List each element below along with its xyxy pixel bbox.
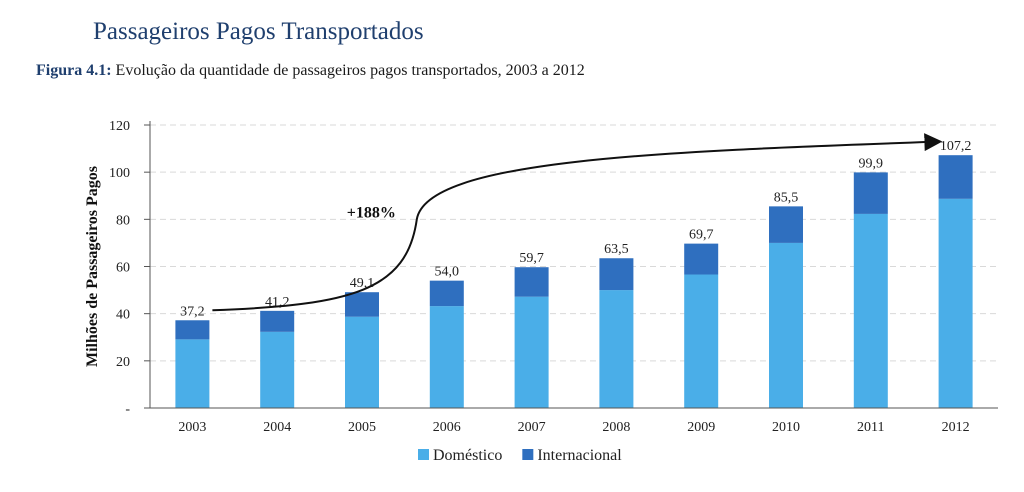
page-title: Passageiros Pagos Transportados [93, 18, 424, 45]
bar-internacional [345, 292, 379, 317]
legend: Doméstico Internacional [418, 447, 622, 464]
bar-domestico [938, 198, 973, 408]
bar-domestico [684, 274, 719, 408]
y-tick-label: 80 [116, 213, 130, 228]
bar-domestico [769, 242, 803, 408]
bar-domestico [599, 290, 634, 408]
y-tick-label: 120 [109, 119, 130, 134]
bars [175, 155, 973, 408]
growth-annotation: +188% [347, 204, 396, 221]
bar-domestico [514, 296, 549, 408]
x-tick-label: 2008 [602, 420, 630, 435]
total-label: 49,1 [350, 276, 375, 291]
bar-internacional [853, 172, 888, 214]
bar-domestico [175, 339, 210, 408]
y-axis-label: Milhões de Passageiros Pagos [84, 166, 101, 367]
figure-caption-text: Evolução da quantidade de passageiros pa… [115, 62, 585, 79]
y-tick-label: 100 [109, 166, 130, 181]
y-tick-label: 40 [116, 308, 130, 323]
y-tick-label: 60 [116, 261, 130, 276]
total-label: 59,7 [519, 251, 544, 266]
bar-internacional [938, 155, 973, 199]
y-tick-label: - [125, 402, 130, 417]
axes: - 20 40 60 80 100 120 2003 2004 2005 2006 2007 2008 2… [109, 119, 998, 435]
legend-swatch-domestico [418, 449, 429, 460]
total-label: 69,7 [689, 228, 714, 243]
total-label: 85,5 [774, 190, 799, 205]
bar-internacional [684, 243, 719, 275]
x-tick-label: 2012 [942, 420, 970, 435]
total-label: 37,2 [180, 304, 205, 319]
x-tick-label: 2003 [178, 420, 206, 435]
data-labels: 37,241,249,154,059,763,569,785,599,9107,… [180, 139, 971, 319]
figure-caption: Figura 4.1: Evolução da quantidade de pa… [36, 62, 585, 80]
legend-entry: Internacional [537, 447, 622, 464]
bar-internacional [769, 206, 803, 243]
bar-internacional [599, 258, 634, 291]
x-tick-label: 2007 [518, 420, 546, 435]
growth-arrow [212, 133, 943, 312]
x-tick-label: 2005 [348, 420, 376, 435]
bar-internacional [260, 310, 295, 332]
x-tick-label: 2011 [857, 420, 884, 435]
y-tick-label: 20 [116, 355, 130, 370]
bar-domestico [260, 331, 295, 408]
legend-entry: Doméstico [433, 447, 502, 464]
total-label: 99,9 [859, 156, 884, 171]
bar-domestico [429, 306, 464, 408]
x-tick-label: 2004 [263, 420, 291, 435]
x-tick-label: 2009 [687, 420, 715, 435]
total-label: 54,0 [435, 265, 460, 280]
bar-internacional [175, 320, 210, 340]
bar-internacional [429, 280, 464, 307]
total-label: 107,2 [940, 139, 972, 154]
bar-internacional [514, 267, 549, 297]
total-label: 63,5 [604, 242, 629, 257]
x-tick-label: 2006 [433, 420, 461, 435]
bar-domestico [345, 316, 379, 408]
x-tick-label: 2010 [772, 420, 800, 435]
bar-domestico [853, 213, 888, 408]
legend-swatch-internacional [522, 449, 534, 460]
figure-label: Figura 4.1: [36, 62, 112, 79]
